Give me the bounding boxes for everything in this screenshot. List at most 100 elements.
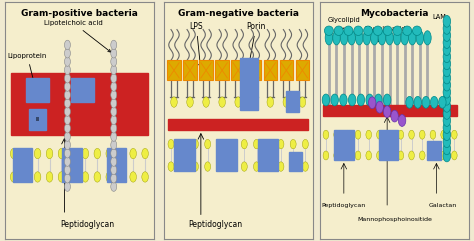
Bar	[428, 141, 441, 160]
Circle shape	[205, 162, 210, 171]
Circle shape	[111, 74, 117, 83]
Circle shape	[443, 51, 451, 63]
Circle shape	[64, 132, 71, 141]
Circle shape	[443, 37, 451, 48]
Ellipse shape	[325, 31, 333, 45]
Circle shape	[430, 96, 438, 108]
Circle shape	[106, 172, 112, 182]
Bar	[323, 105, 457, 116]
Circle shape	[111, 182, 117, 191]
Circle shape	[217, 139, 223, 149]
Circle shape	[443, 79, 451, 91]
Circle shape	[111, 132, 117, 141]
Bar	[247, 60, 261, 80]
Circle shape	[34, 148, 41, 159]
Circle shape	[376, 101, 383, 113]
Circle shape	[64, 148, 71, 158]
Circle shape	[142, 172, 148, 182]
Bar	[107, 148, 127, 182]
Circle shape	[22, 148, 29, 159]
Circle shape	[70, 148, 77, 159]
Circle shape	[376, 151, 382, 160]
Circle shape	[368, 97, 376, 109]
Ellipse shape	[424, 31, 431, 45]
Circle shape	[111, 57, 117, 66]
Circle shape	[111, 65, 117, 75]
Circle shape	[443, 143, 451, 155]
Circle shape	[46, 148, 53, 159]
Circle shape	[443, 150, 451, 162]
Circle shape	[409, 130, 414, 139]
Circle shape	[266, 139, 272, 149]
Circle shape	[111, 124, 117, 133]
Bar	[13, 148, 32, 182]
Circle shape	[82, 172, 89, 182]
Text: Glycolipid: Glycolipid	[328, 17, 360, 30]
Bar	[215, 60, 229, 80]
Text: Gram-negative bacteria: Gram-negative bacteria	[178, 9, 299, 19]
Circle shape	[409, 151, 414, 160]
Text: Gram-positive bacteria: Gram-positive bacteria	[21, 9, 138, 19]
Circle shape	[111, 140, 117, 150]
Circle shape	[64, 157, 71, 166]
Circle shape	[443, 22, 451, 34]
Bar	[286, 91, 300, 112]
Bar	[62, 148, 82, 182]
Circle shape	[443, 15, 451, 27]
Circle shape	[229, 162, 235, 171]
Circle shape	[22, 172, 29, 182]
Circle shape	[443, 86, 451, 98]
Circle shape	[348, 94, 356, 106]
Circle shape	[398, 115, 406, 126]
Circle shape	[203, 97, 210, 107]
Bar	[257, 139, 279, 171]
Circle shape	[254, 162, 259, 171]
Bar	[29, 109, 46, 130]
Circle shape	[219, 97, 226, 107]
Circle shape	[419, 130, 425, 139]
Circle shape	[452, 130, 457, 139]
Ellipse shape	[324, 26, 333, 35]
Ellipse shape	[363, 31, 371, 45]
Bar	[183, 60, 197, 80]
Ellipse shape	[412, 26, 421, 35]
Circle shape	[441, 130, 447, 139]
Text: Peptidoglycan: Peptidoglycan	[189, 220, 243, 229]
Circle shape	[383, 94, 391, 106]
Circle shape	[64, 124, 71, 133]
Bar	[11, 73, 148, 135]
Circle shape	[443, 72, 451, 84]
Circle shape	[387, 151, 393, 160]
Circle shape	[241, 162, 247, 171]
Circle shape	[64, 48, 71, 58]
Circle shape	[64, 115, 71, 125]
Circle shape	[430, 151, 436, 160]
Circle shape	[331, 94, 338, 106]
Circle shape	[64, 40, 71, 50]
Circle shape	[374, 94, 382, 106]
Circle shape	[414, 96, 421, 108]
Circle shape	[452, 151, 457, 160]
Circle shape	[278, 162, 284, 171]
Circle shape	[64, 74, 71, 83]
Text: III: III	[36, 117, 40, 122]
Circle shape	[64, 182, 71, 191]
Bar	[296, 60, 309, 80]
Circle shape	[398, 130, 404, 139]
Circle shape	[278, 139, 284, 149]
Circle shape	[443, 30, 451, 41]
Text: Mycolic acid: Mycolic acid	[365, 26, 405, 42]
Bar	[280, 60, 293, 80]
Bar	[264, 60, 277, 80]
Circle shape	[111, 115, 117, 125]
Circle shape	[58, 148, 65, 159]
Circle shape	[118, 172, 125, 182]
Circle shape	[111, 107, 117, 116]
Circle shape	[46, 172, 53, 182]
Circle shape	[267, 97, 273, 107]
Circle shape	[111, 148, 117, 158]
Circle shape	[254, 139, 259, 149]
Circle shape	[229, 139, 235, 149]
Circle shape	[334, 151, 339, 160]
Circle shape	[241, 139, 247, 149]
